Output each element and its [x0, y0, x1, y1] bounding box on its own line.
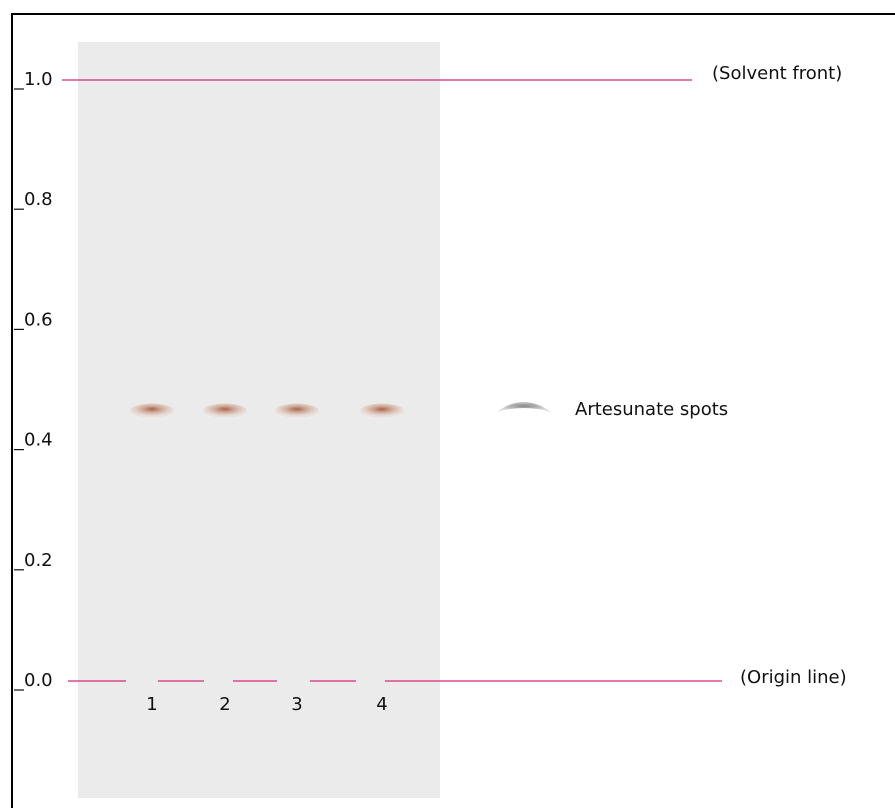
tick-label: 0.2	[24, 550, 53, 571]
plate	[78, 42, 440, 798]
lane-label: 1	[146, 694, 157, 715]
tick-label: 0.4	[24, 430, 53, 451]
spot	[203, 403, 247, 418]
lane-label: 2	[219, 694, 230, 715]
legend-spot	[497, 402, 551, 412]
tick-label: 0.6	[24, 309, 53, 330]
lane-label: 4	[376, 694, 387, 715]
tick-label: 0.0	[24, 670, 53, 691]
lane-label: 3	[291, 694, 302, 715]
spot	[275, 403, 319, 418]
spot	[130, 403, 174, 418]
tick-label: 1.0	[24, 69, 53, 90]
tick-label: 0.8	[24, 189, 53, 210]
origin-line-label: (Origin line)	[740, 667, 847, 688]
spot	[360, 403, 404, 418]
solvent-front-label: (Solvent front)	[712, 63, 842, 84]
spots-label: Artesunate spots	[575, 399, 728, 420]
